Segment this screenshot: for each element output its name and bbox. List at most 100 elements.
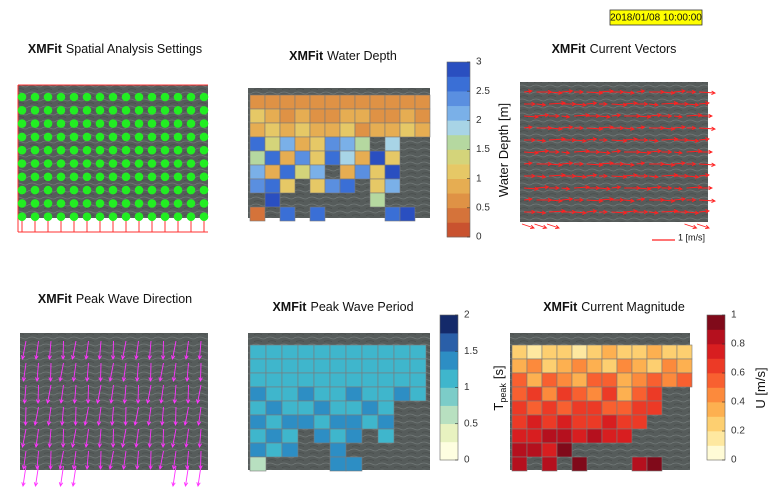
- vector-arrow: [536, 138, 547, 143]
- grid-point: [17, 212, 27, 221]
- panel-title: XMFit Current Magnitude: [543, 300, 685, 314]
- vector-arrow: [611, 185, 622, 190]
- vector-arrow: [573, 174, 588, 179]
- vector-arrow: [636, 209, 649, 215]
- title-text: Spatial Analysis Settings: [66, 42, 202, 56]
- heat-cell: [279, 164, 296, 180]
- direction-arrow: [59, 384, 64, 404]
- heat-cell: [281, 400, 299, 416]
- vector-arrow: [698, 198, 717, 203]
- grid-point: [173, 132, 183, 142]
- heat-cell: [281, 344, 299, 360]
- colorbar-bin: [447, 62, 470, 77]
- heat-cell: [616, 358, 633, 374]
- colorbar-label: U [m/s]: [753, 367, 768, 408]
- direction-arrow: [48, 450, 53, 471]
- heat-cell: [249, 372, 267, 388]
- grid-point: [173, 119, 183, 128]
- heat-cell: [294, 136, 311, 152]
- heat-cell: [384, 206, 401, 222]
- heat-cell: [324, 94, 341, 110]
- vector-arrow: [561, 114, 571, 119]
- vector-arrow: [524, 101, 537, 107]
- heat-cell: [324, 108, 341, 124]
- heat-cell: [297, 344, 315, 360]
- colorbar-label: Tpeak [s]: [491, 365, 508, 410]
- heat-cell: [324, 122, 341, 138]
- colorbar-bin: [440, 423, 458, 443]
- title-prefix: XMFit: [543, 300, 578, 314]
- heat-cell: [264, 150, 281, 166]
- vector-arrow: [548, 162, 564, 167]
- vector-arrow: [586, 173, 598, 178]
- heat-cell: [294, 108, 311, 124]
- vector-arrow: [661, 90, 676, 95]
- grid-point: [30, 92, 40, 102]
- heat-cell: [249, 206, 266, 222]
- direction-arrow: [183, 406, 189, 426]
- grid-point: [82, 199, 92, 208]
- direction-arrow: [173, 406, 178, 427]
- heat-cell: [309, 150, 326, 166]
- heat-cell: [377, 358, 395, 374]
- vector-arrow: [623, 209, 639, 214]
- direction-arrow: [134, 340, 139, 360]
- heat-cell: [384, 94, 401, 110]
- heat-cell: [616, 372, 633, 388]
- grid-point: [56, 199, 66, 208]
- grid-point: [199, 185, 209, 195]
- heat-cell: [409, 372, 427, 388]
- title-prefix: XMFit: [38, 292, 73, 306]
- heat-cell: [339, 164, 356, 180]
- direction-arrow: [197, 428, 202, 449]
- grid-point: [30, 106, 40, 115]
- heat-cell: [309, 136, 326, 152]
- colorbar-tick-label: 1.5: [476, 144, 490, 155]
- direction-arrow: [21, 362, 27, 382]
- heat-cell: [676, 372, 693, 388]
- grid-point: [43, 119, 53, 128]
- heat-cell: [399, 122, 416, 138]
- colorbar-bin: [707, 344, 725, 359]
- vector-arrow: [561, 89, 574, 94]
- heat-cell: [345, 372, 363, 388]
- vector-arrow: [648, 149, 663, 154]
- direction-arrow: [198, 362, 203, 383]
- heat-cell: [399, 94, 416, 110]
- direction-arrow: [146, 384, 152, 404]
- grid-point: [173, 106, 183, 115]
- direction-arrow: [71, 428, 77, 448]
- grid-point: [199, 172, 209, 182]
- direction-arrow: [21, 450, 27, 470]
- direction-arrow: [60, 406, 65, 427]
- vector-arrow: [561, 161, 574, 166]
- heat-cell: [339, 94, 356, 110]
- direction-arrow: [71, 465, 77, 487]
- heat-cell: [313, 344, 331, 360]
- heat-cell: [646, 400, 663, 416]
- grid-point: [17, 106, 27, 115]
- direction-arrow: [148, 362, 153, 383]
- grid-point: [69, 185, 79, 195]
- heat-cell: [676, 358, 693, 374]
- grid-point: [134, 212, 144, 221]
- direction-arrow: [160, 406, 165, 427]
- heat-cell: [384, 164, 401, 180]
- vector-arrow: [561, 125, 574, 130]
- grid-point: [147, 159, 157, 168]
- grid-point: [186, 185, 196, 195]
- grid-point: [30, 172, 40, 182]
- vector-arrow: [623, 137, 639, 142]
- heat-cell: [526, 358, 543, 374]
- vector-arrow: [599, 173, 609, 179]
- heat-cell: [586, 344, 603, 360]
- direction-arrow: [35, 362, 40, 383]
- heat-cell: [571, 344, 588, 360]
- heat-cell: [601, 358, 618, 374]
- heat-cell: [265, 414, 283, 430]
- heat-cell: [339, 136, 356, 152]
- direction-arrow: [60, 428, 66, 449]
- grid-point: [30, 132, 40, 142]
- colorbar-tick-label: 0.5: [476, 202, 490, 213]
- heat-cell: [393, 386, 411, 402]
